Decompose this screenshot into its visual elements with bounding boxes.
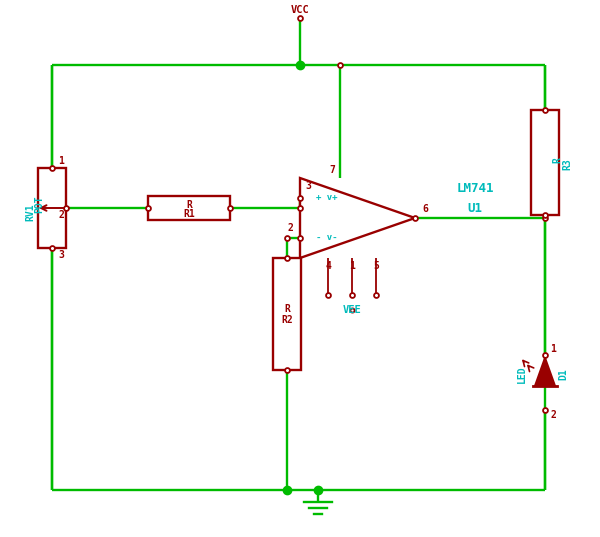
Text: 6: 6 — [422, 204, 428, 214]
Bar — [531, 110, 559, 215]
Text: 5: 5 — [373, 261, 379, 271]
Bar — [148, 196, 230, 220]
Text: R2: R2 — [281, 315, 293, 325]
Text: 1: 1 — [550, 344, 556, 354]
Text: POT: POT — [34, 195, 44, 213]
Text: 1: 1 — [58, 156, 64, 166]
Text: 3: 3 — [58, 250, 64, 260]
Text: VCC: VCC — [290, 5, 310, 15]
Text: 2: 2 — [58, 210, 64, 220]
Text: - v-: - v- — [316, 234, 337, 243]
Text: 2: 2 — [287, 223, 293, 233]
Text: 7: 7 — [329, 165, 335, 175]
Text: 1: 1 — [349, 261, 355, 271]
Text: R: R — [186, 200, 192, 210]
Text: LED: LED — [517, 365, 527, 383]
Text: R: R — [284, 304, 290, 314]
Text: 3: 3 — [305, 181, 311, 191]
Text: R: R — [552, 157, 562, 163]
Text: R3: R3 — [562, 158, 572, 170]
Text: LM741: LM741 — [456, 182, 494, 194]
Text: VEE: VEE — [343, 305, 361, 315]
Text: U1: U1 — [467, 201, 482, 214]
Bar — [273, 258, 301, 370]
Text: 2: 2 — [550, 410, 556, 420]
Text: 4: 4 — [325, 261, 331, 271]
Bar — [38, 168, 66, 248]
Text: + v+: + v+ — [316, 193, 337, 202]
Text: D1: D1 — [558, 368, 568, 380]
Polygon shape — [535, 358, 555, 386]
Polygon shape — [300, 178, 415, 258]
Text: RV1: RV1 — [25, 203, 35, 221]
Text: R1: R1 — [183, 209, 195, 219]
